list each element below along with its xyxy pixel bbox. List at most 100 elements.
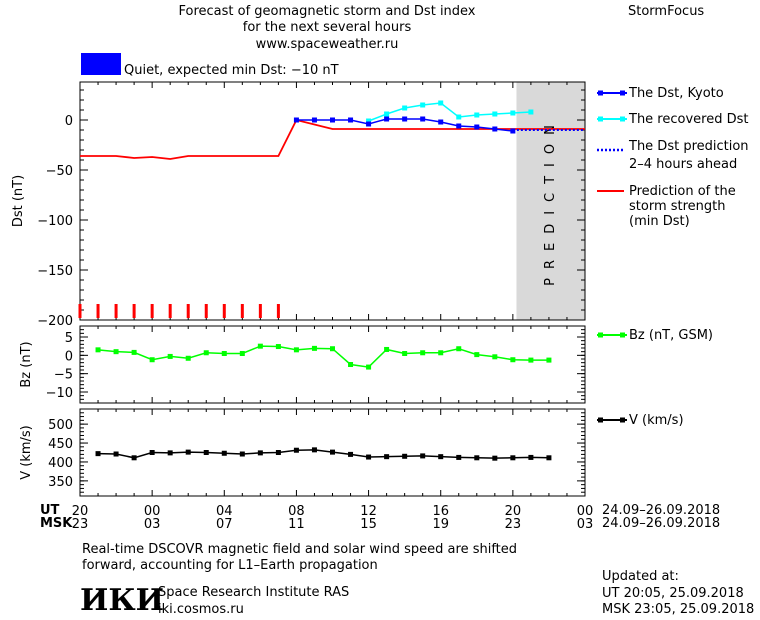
kp-bar [114,304,118,318]
msk-tick-label: 23 [505,517,522,532]
v-point [420,453,426,459]
dst-kyoto-point [456,123,462,129]
dst-recovered-line [368,102,531,122]
dst-kyoto-point [330,117,335,123]
legend-kyoto-marker [598,90,603,96]
prediction-band [516,82,585,320]
legend-storm-label-2: storm strength [629,199,726,214]
dst-recovered-point [366,118,372,124]
msk-tick-label: 03 [144,517,161,532]
bz-point [330,346,335,352]
v-point [510,455,516,461]
legend-bz-marker [620,332,625,338]
legend: The Dst, Kyoto The recovered Dst The Dst… [597,86,749,428]
v-point [149,450,155,455]
msk-tick-label: 19 [432,517,449,532]
legend-bz-marker [598,332,603,338]
msk-tick-label: 15 [360,517,377,532]
v-point [239,451,245,457]
legend-recovered-marker [620,116,625,122]
legend-v-label: V (km/s) [629,413,684,428]
y-tick-label: 0 [65,349,73,364]
msk-tick-label: 11 [288,517,305,532]
dst-recovered-point [402,105,408,111]
bz-point [95,347,101,353]
y-axis-title: V (km/s) [19,425,34,480]
ut-tick-label: 04 [216,504,233,519]
footer-note-line1: Real-time DSCOVR magnetic field and sola… [82,542,518,557]
bz-point [257,343,263,349]
v-point [95,451,101,457]
bz-point [546,357,552,363]
bz-point [438,350,444,356]
site-url[interactable]: www.spaceweather.ru [255,37,399,52]
legend-storm-label-3: (min Dst) [629,214,690,229]
kp-bar [204,304,208,318]
msk-tick-label: 23 [72,517,89,532]
kp-bar [258,304,262,318]
v-line [98,449,549,459]
bz-point [239,351,245,356]
institute-name: Space Research Institute RAS [158,585,350,600]
legend-recovered-label: The recovered Dst [628,112,748,127]
brand-name: StormFocus [628,4,705,19]
chart-title-line1: Forecast of geomagnetic storm and Dst in… [178,4,476,19]
y-axis-title: Bz (nT) [19,341,34,387]
status-text: Quiet, expected min Dst: −10 nT [124,63,339,78]
y-tick-label: −10 [46,386,73,401]
v-point [366,454,372,460]
v-point [546,455,552,461]
legend-kyoto-label: The Dst, Kyoto [628,86,724,101]
time-axis: 20 00 04 08 12 16 20 00 23 03 07 11 15 19 23 03 [72,504,594,532]
bz-point [510,357,516,363]
dst-kyoto-point [492,126,498,132]
v-panel: 500 450 400 350 V (km/s) [19,408,586,497]
msk-axis-label: MSK [40,516,73,531]
bz-point [492,354,498,360]
legend-bz-label: Bz (nT, GSM) [629,328,713,343]
dst-recovered-point [438,100,444,106]
v-point [275,450,281,455]
v-point [348,451,354,457]
kp-bar [168,304,172,318]
status-color-swatch [81,53,121,75]
y-tick-label: −5 [54,368,73,383]
v-point [456,454,462,460]
y-tick-label: −100 [37,214,73,229]
y-tick-label: −200 [37,314,73,329]
bz-line [97,345,549,368]
footer-note-line2: forward, accounting for L1–Earth propaga… [82,558,378,573]
bz-point [221,351,227,356]
dst-recovered-point [384,111,390,117]
dst-kyoto-point [384,116,390,122]
dst-kyoto-point [420,116,426,122]
msk-date-range: 24.09–26.09.2018 [602,516,721,531]
ut-tick-label: 00 [577,504,594,519]
ut-tick-label: 16 [432,504,449,519]
dst-kyoto-point [293,117,299,123]
institute-site[interactable]: iki.cosmos.ru [158,602,244,617]
bz-point [311,345,317,351]
y-tick-label: 450 [48,437,73,452]
dst-kyoto-point [438,119,444,125]
legend-prediction-label-2: 2–4 hours ahead [629,157,737,172]
v-point [293,447,299,453]
bz-panel: 5 0 −5 −10 Bz (nT) [19,325,586,404]
bz-point [149,357,155,363]
kp-bar [150,304,154,318]
legend-v-marker [620,417,625,423]
v-point [438,454,444,460]
bz-point [528,357,534,363]
updated-msk: MSK 23:05, 25.09.2018 [602,602,755,617]
v-point [330,449,335,455]
v-point [311,447,317,453]
dst-recovered-point [492,111,498,117]
y-tick-label: 5 [65,331,73,346]
dst-kyoto-point [311,117,317,123]
bz-point [167,353,173,359]
v-point [185,449,191,455]
v-point [221,450,227,456]
bz-point [366,364,372,370]
legend-kyoto-marker [620,90,625,96]
